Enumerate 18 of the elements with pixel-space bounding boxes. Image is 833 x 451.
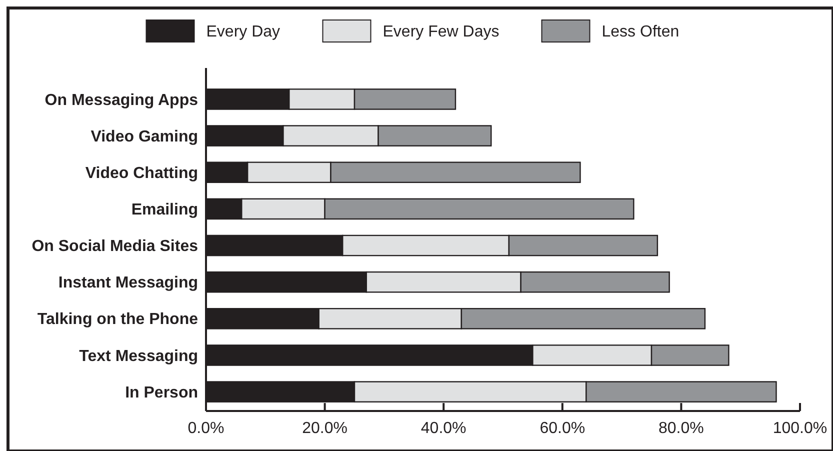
y-tick-label: Video Gaming: [90, 128, 198, 146]
legend-label: Less Often: [602, 24, 680, 41]
x-tick-label: 20.0%: [302, 420, 348, 437]
y-tick-label: Text Messaging: [79, 348, 198, 365]
y-tick-label: Talking on the Phone: [37, 311, 198, 328]
legend-label: Every Day: [206, 24, 280, 41]
y-tick-label: Instant Messaging: [58, 274, 198, 292]
y-tick-label: On Messaging Apps: [44, 92, 198, 109]
y-tick-label: Video Chatting: [85, 164, 198, 182]
legend-label: Every Few Days: [382, 24, 500, 41]
x-tick-label: 100.0%: [772, 420, 828, 437]
x-tick-label: 0.0%: [188, 420, 224, 437]
x-tick-label: 80.0%: [658, 420, 704, 437]
y-tick-label: In Person: [125, 384, 198, 402]
x-tick-label: 60.0%: [540, 420, 586, 437]
y-tick-label: Emailing: [131, 202, 198, 219]
y-tick-label: On Social Media Sites: [32, 238, 198, 256]
x-tick-label: 40.0%: [420, 420, 466, 437]
